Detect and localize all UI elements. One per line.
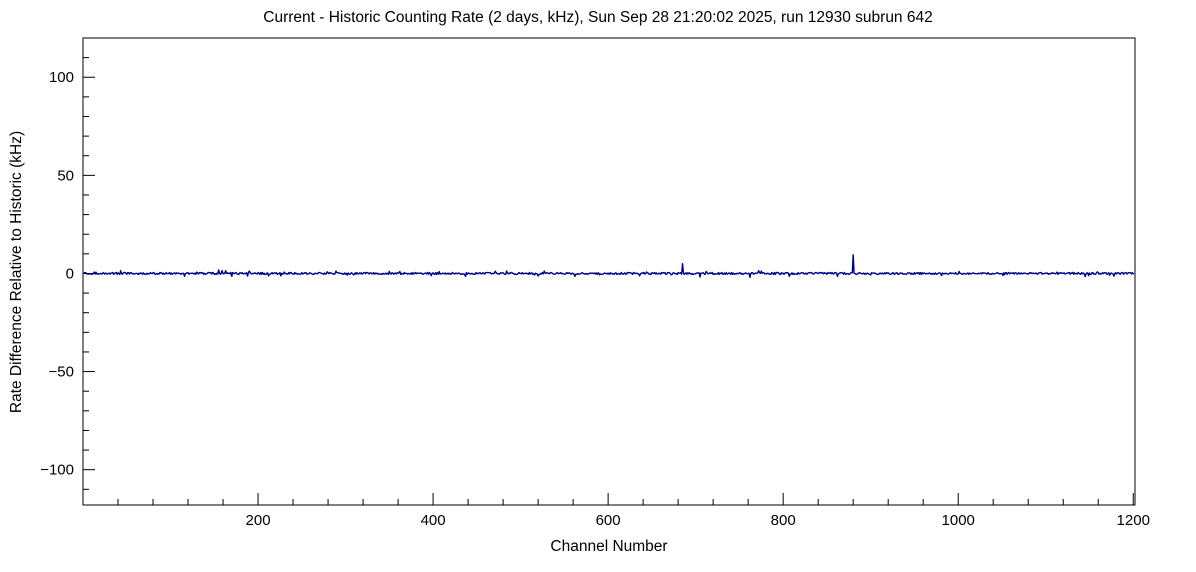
x-tick-label: 1000 xyxy=(942,512,975,529)
x-tick-label: 400 xyxy=(421,512,446,529)
x-tick-label: 200 xyxy=(246,512,271,529)
x-axis-label: Channel Number xyxy=(550,538,668,555)
x-tick-label: 1200 xyxy=(1117,512,1150,529)
y-tick-label: 50 xyxy=(57,167,74,184)
chart-title: Current - Historic Counting Rate (2 days… xyxy=(263,9,933,26)
y-tick-label: 0 xyxy=(66,265,74,282)
x-tick-label: 600 xyxy=(596,512,621,529)
y-tick-label: −50 xyxy=(49,364,74,381)
y-tick-label: 100 xyxy=(49,69,74,86)
rate-difference-series xyxy=(83,254,1135,279)
x-tick-label: 800 xyxy=(771,512,796,529)
plot-frame xyxy=(82,37,1136,506)
y-tick-label: −100 xyxy=(40,462,74,479)
